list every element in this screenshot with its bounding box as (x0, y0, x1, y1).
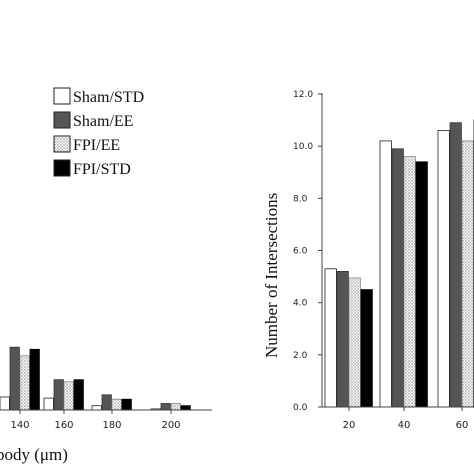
right-y-axis-label: Number of Intersections (262, 193, 281, 358)
left-bar-fpi-std-200 (180, 405, 191, 411)
left-bar-fpi-std-180 (121, 398, 132, 411)
legend: Sham/STD Sham/EE FPI/EE FPI/STD (53, 87, 144, 178)
right-bar-fpi-ee-40 (403, 156, 416, 408)
legend-swatch-fpi-std (53, 159, 71, 177)
right-chart: 0.0 2.0 4.0 6.0 8.0 10.0 12.0 Number of Inters… (262, 90, 474, 431)
right-y-tick-label-10-0: 10.0 (293, 142, 313, 152)
legend-item-sham-ee: Sham/EE (53, 111, 133, 130)
right-bar-sham-std-60 (437, 130, 450, 408)
right-y-tick-label-0-0: 0.0 (293, 403, 308, 413)
legend-label-sham-ee: Sham/EE (73, 113, 133, 130)
right-bar-sham-std-40 (379, 140, 392, 408)
left-chart: 140 160 180 200 body (μm) (0, 346, 212, 464)
left-bar-fpi-std-160 (73, 379, 84, 411)
left-bar-fpi-ee-180 (111, 398, 122, 411)
right-y-ticks: 0.0 2.0 4.0 6.0 8.0 10.0 12.0 (293, 90, 322, 413)
right-y-tick-label-4-0: 4.0 (293, 299, 308, 309)
left-bar-sham-ee-160 (53, 379, 64, 411)
right-bar-fpi-ee-20 (348, 277, 361, 408)
left-x-tick-label-180: 180 (102, 420, 121, 431)
legend-label-fpi-ee: FPI/EE (73, 137, 120, 154)
left-bar-sham-std-140 (0, 396, 10, 411)
left-bar-fpi-ee-140 (19, 355, 30, 411)
right-x-tick-label-40: 40 (398, 420, 411, 431)
legend-item-sham-std: Sham/STD (53, 87, 144, 106)
left-bar-sham-ee-140 (9, 346, 20, 411)
right-bar-fpi-ee-60 (461, 140, 474, 408)
legend-item-fpi-ee: FPI/EE (53, 135, 120, 154)
right-bar-sham-ee-40 (391, 148, 404, 408)
right-y-tick-label-12-0: 12.0 (293, 90, 313, 100)
right-bar-sham-std-20 (324, 268, 337, 408)
right-x-tick-label-60: 60 (456, 420, 469, 431)
right-y-tick-label-2-0: 2.0 (293, 351, 308, 361)
left-x-tick-label-140: 140 (10, 420, 29, 431)
right-bar-fpi-std-20 (360, 289, 373, 408)
legend-label-fpi-std: FPI/STD (73, 161, 131, 178)
right-x-ticks: 20 40 60 (343, 407, 469, 431)
right-y-tick-label-8-0: 8.0 (293, 194, 308, 204)
left-bar-fpi-ee-160 (63, 381, 74, 411)
right-y-tick-label-6-0: 6.0 (293, 247, 308, 257)
left-bar-fpi-ee-200 (170, 403, 181, 411)
left-x-tick-label-160: 160 (54, 420, 73, 431)
left-bar-sham-ee-200 (160, 403, 171, 411)
left-bars-layer (0, 346, 191, 411)
right-bar-sham-ee-20 (336, 270, 349, 408)
right-x-tick-label-20: 20 (343, 420, 356, 431)
left-x-ticks: 140 160 180 200 (10, 410, 181, 431)
right-bars-layer (324, 119, 474, 408)
right-bar-fpi-std-40 (415, 161, 428, 408)
left-bar-sham-ee-180 (101, 394, 112, 411)
left-x-axis-label: body (μm) (0, 445, 68, 464)
left-bar-sham-std-160 (43, 397, 54, 411)
left-bar-fpi-std-140 (29, 348, 40, 411)
left-bar-sham-std-180 (91, 405, 102, 411)
right-bar-sham-ee-60 (449, 122, 462, 408)
legend-item-fpi-std: FPI/STD (53, 159, 131, 178)
left-x-tick-label-200: 200 (161, 420, 180, 431)
legend-swatch-sham-ee (53, 111, 71, 129)
legend-swatch-sham-std (53, 87, 71, 105)
legend-swatch-fpi-ee (53, 135, 71, 153)
legend-label-sham-std: Sham/STD (73, 89, 144, 106)
